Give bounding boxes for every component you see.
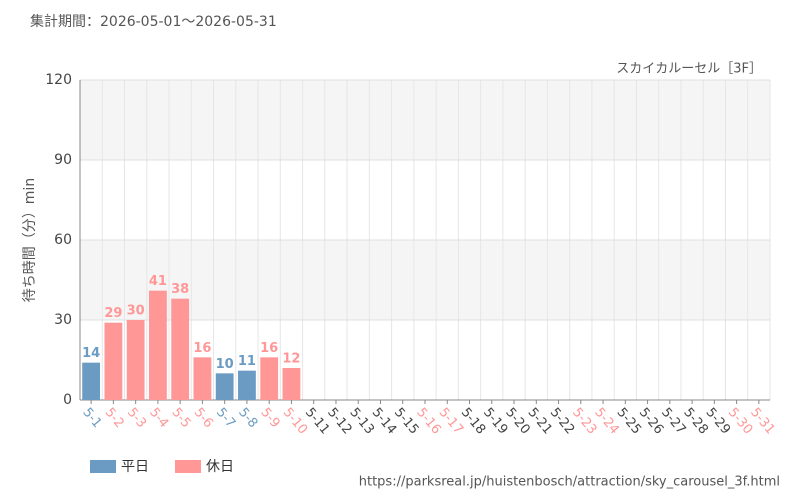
x-tick-label: 5-16 [413,405,443,437]
y-tick-label: 120 [45,72,72,88]
x-tick-label: 5-4 [146,405,171,431]
x-tick-label: 5-14 [369,405,399,437]
chart-title: スカイカルーセル［3F］ [616,62,762,77]
header: 集計期間：2026-05-01～2026-05-31 [30,13,277,30]
y-tick-label: 30 [54,312,72,328]
x-tick-label: 5-10 [280,405,310,437]
y-tick-label: 0 [63,392,72,408]
x-tick-label: 5-2 [102,405,127,431]
bar [282,368,301,400]
value-label: 16 [193,341,211,356]
value-label: 10 [216,357,234,372]
bar [260,357,279,400]
bar [215,373,234,400]
legend-label: 平日 [121,459,149,475]
legend-swatch [90,460,116,473]
x-tick-label: 5-20 [502,405,532,437]
x-tick-label: 5-11 [302,405,332,437]
x-tick-label: 5-21 [525,405,555,437]
bar [193,357,212,400]
x-tick-label: 5-23 [569,405,599,437]
value-label: 11 [238,354,256,369]
x-tick-label: 5-29 [703,405,733,437]
x-tick-label: 5-25 [614,405,644,437]
x-tick-label: 5-13 [346,405,376,437]
x-tick-label: 5-28 [680,405,710,437]
y-tick-label: 90 [54,152,72,168]
x-tick-label: 5-5 [168,405,193,431]
x-tick-label: 5-17 [436,405,466,437]
legend-swatch [175,460,201,473]
x-tick-label: 5-22 [547,405,577,437]
x-tick-label: 5-24 [591,405,621,437]
value-label: 16 [260,341,278,356]
x-tick-label: 5-12 [324,405,354,437]
bar [238,370,256,400]
x-tick-label: 5-18 [458,405,488,437]
x-tick-label: 5-6 [191,405,216,431]
bar [126,320,145,400]
x-tick-label: 5-27 [658,405,688,437]
x-tick-label: 5-7 [213,405,238,431]
y-axis-label: 待ち時間（分）min [22,178,38,302]
value-label: 41 [149,274,167,289]
source-url: https://parksreal.jp/huistenbosch/attrac… [359,475,780,490]
x-tick-label: 5-1 [79,405,104,431]
bar [171,298,190,400]
plot-band [80,80,770,160]
x-tick-label: 5-9 [257,405,282,431]
plot-band [80,240,770,320]
value-label: 14 [82,346,100,361]
x-tick-label: 5-8 [235,405,260,431]
x-tick-label: 5-19 [480,405,510,437]
bar [149,290,167,400]
bar [104,322,123,400]
x-tick-label: 5-3 [124,405,149,431]
x-tick-label: 5-26 [636,405,666,437]
legend-label: 休日 [206,459,234,475]
value-label: 30 [127,304,145,319]
x-tick-label: 5-30 [725,405,755,437]
value-label: 12 [282,352,300,367]
bar [82,362,101,400]
x-tick-label: 5-31 [747,405,777,437]
value-label: 29 [104,306,122,321]
y-tick-label: 60 [54,232,72,248]
x-tick-label: 5-15 [391,405,421,437]
value-label: 38 [171,282,189,297]
